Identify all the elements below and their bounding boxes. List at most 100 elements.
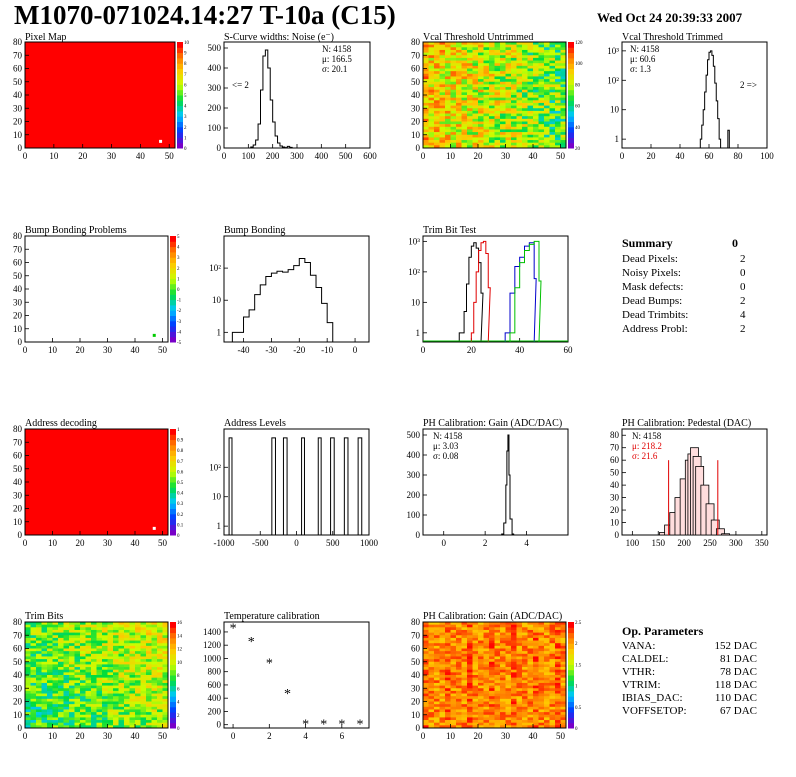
ph_gain_map-cell: [560, 629, 567, 633]
vcal_untrimmed-cell: [533, 129, 539, 133]
vcal_untrimmed-cell: [428, 132, 435, 136]
trim_bits-cell: [63, 675, 70, 678]
trim_bits-cell: [41, 640, 48, 644]
vcal_untrimmed-cell: [505, 105, 512, 109]
trim_bits-cell: [96, 690, 103, 694]
vcal_untrimmed-cell: [456, 116, 462, 120]
trim_bits-cell: [58, 624, 64, 628]
ph_gain_map-cell: [549, 685, 556, 689]
y-tick-label: 10: [610, 105, 620, 115]
vcal_untrimmed-cell: [560, 60, 567, 64]
temperature-point: *: [230, 622, 237, 637]
trim_bits-cell: [118, 696, 125, 700]
vcal_untrimmed-cell: [527, 97, 534, 101]
trim_bits-cell: [129, 688, 136, 692]
ph_gain_map-cell: [456, 704, 462, 708]
vcal_untrimmed-cell: [472, 60, 479, 64]
ph_gain_map-cell: [549, 693, 556, 697]
ph_gain_map-cell: [522, 648, 528, 652]
ph_gain_map-cell: [494, 651, 501, 655]
ph_gain_map-cell: [483, 643, 490, 647]
y-tick-label: 70: [411, 630, 421, 640]
ph_gain_map-cell: [516, 672, 523, 676]
trim_bits-cell: [162, 677, 169, 681]
y-tick-label: 30: [411, 683, 421, 693]
trim_bits-cell: [146, 675, 152, 678]
ph_gain_map-cell: [423, 664, 429, 668]
ph_gain_map-cell: [450, 704, 457, 708]
trim_bits-cell: [47, 659, 53, 663]
vcal_untrimmed-cell: [500, 145, 506, 149]
y-tick-label: 300: [407, 470, 421, 480]
trim_bits-cell: [96, 680, 103, 684]
vcal_untrimmed-cell: [522, 105, 528, 109]
vcal_untrimmed-cell: [505, 52, 512, 56]
trim_bits-cell: [118, 653, 125, 657]
vcal_untrimmed-cell: [423, 105, 429, 109]
ph_gain_map-cell: [527, 688, 534, 692]
ph_gain_map-cell: [456, 653, 462, 657]
vcal_untrimmed-cell: [522, 63, 528, 67]
trim_bits-cell: [58, 672, 64, 676]
trim_bits-cell: [107, 632, 114, 636]
ph_gain_map-cell: [467, 645, 473, 649]
vcal_untrimmed-cell: [428, 68, 435, 72]
trim_bits-cell: [85, 669, 92, 673]
trim_bits-cell: [146, 629, 152, 633]
trim_bits-cell: [140, 696, 147, 700]
trim_bits-cell: [102, 648, 108, 652]
vcal_untrimmed-cell: [505, 118, 512, 122]
trim_bits-cell: [135, 659, 141, 663]
ph_gain_map-cell: [461, 680, 468, 684]
ph_gain_map-cell: [450, 717, 457, 721]
trim_bits-cell: [140, 635, 147, 639]
ph_gain-title: PH Calibration: Gain (ADC/DAC): [423, 418, 562, 429]
bump_problems-zbar-label: -5: [177, 341, 182, 346]
vcal_untrimmed-cell: [494, 44, 501, 48]
vcal_untrimmed-cell: [494, 71, 501, 75]
ph_gain_map-cell: [511, 696, 517, 700]
vcal_untrimmed-cell: [522, 71, 528, 75]
vcal_untrimmed-cell: [439, 137, 446, 141]
ph_gain_map-cell: [445, 627, 451, 631]
trim_bits-cell: [113, 659, 119, 663]
trim_bits-cell: [91, 709, 97, 713]
vcal_untrimmed-cell: [450, 47, 457, 51]
ph_gain_map-cell: [494, 696, 501, 700]
bump_problems-zbar-label: 2: [177, 267, 180, 272]
ph_gain_map-cell: [439, 632, 446, 636]
pixel_map-zbar-cell: [177, 57, 183, 64]
ph_gain_map-cell: [560, 725, 567, 729]
ph_gain_map-cell: [472, 664, 479, 668]
vcal_untrimmed-cell: [478, 44, 484, 48]
ph_gain_map-cell: [538, 643, 545, 647]
ph_gain_map-cell: [445, 680, 451, 684]
vcal_trimmed-title: Vcal Threshold Trimmed: [622, 32, 723, 43]
x-tick-label: 20: [76, 345, 86, 355]
ph_gain_map-cell: [544, 704, 550, 708]
bump_problems-zbar-cell: [170, 241, 176, 248]
vcal_untrimmed-cell: [467, 49, 473, 53]
trim_bits-cell: [36, 645, 42, 649]
ph_gain_map-cell: [489, 664, 495, 668]
ph_gain_map-cell: [500, 661, 506, 665]
ph_gain_map-cell: [500, 622, 506, 625]
trim_bits-cell: [47, 648, 53, 652]
vcal_untrimmed-cell: [489, 116, 495, 120]
trim_bits-cell: [36, 675, 42, 678]
trim_bits-cell: [140, 717, 147, 721]
vcal_untrimmed-cell: [483, 76, 490, 80]
ph_gain_map-zbar-cell: [568, 643, 574, 649]
ph_gain_map-cell: [560, 675, 567, 678]
bump_problems-zbar-cell: [170, 236, 176, 242]
ph_gain_map-cell: [555, 659, 561, 663]
x-tick-label: 40: [529, 731, 539, 741]
ph_gain_map-cell: [538, 722, 545, 726]
x-tick-label: -30: [265, 345, 277, 355]
vcal_untrimmed-cell: [560, 129, 567, 133]
vcal_untrimmed-cell: [522, 129, 528, 133]
ph_gain_map-cell: [472, 656, 479, 660]
ph_gain_map-cell: [489, 675, 495, 678]
vcal_untrimmed-cell: [516, 145, 523, 149]
ph_gain_map-cell: [560, 690, 567, 694]
